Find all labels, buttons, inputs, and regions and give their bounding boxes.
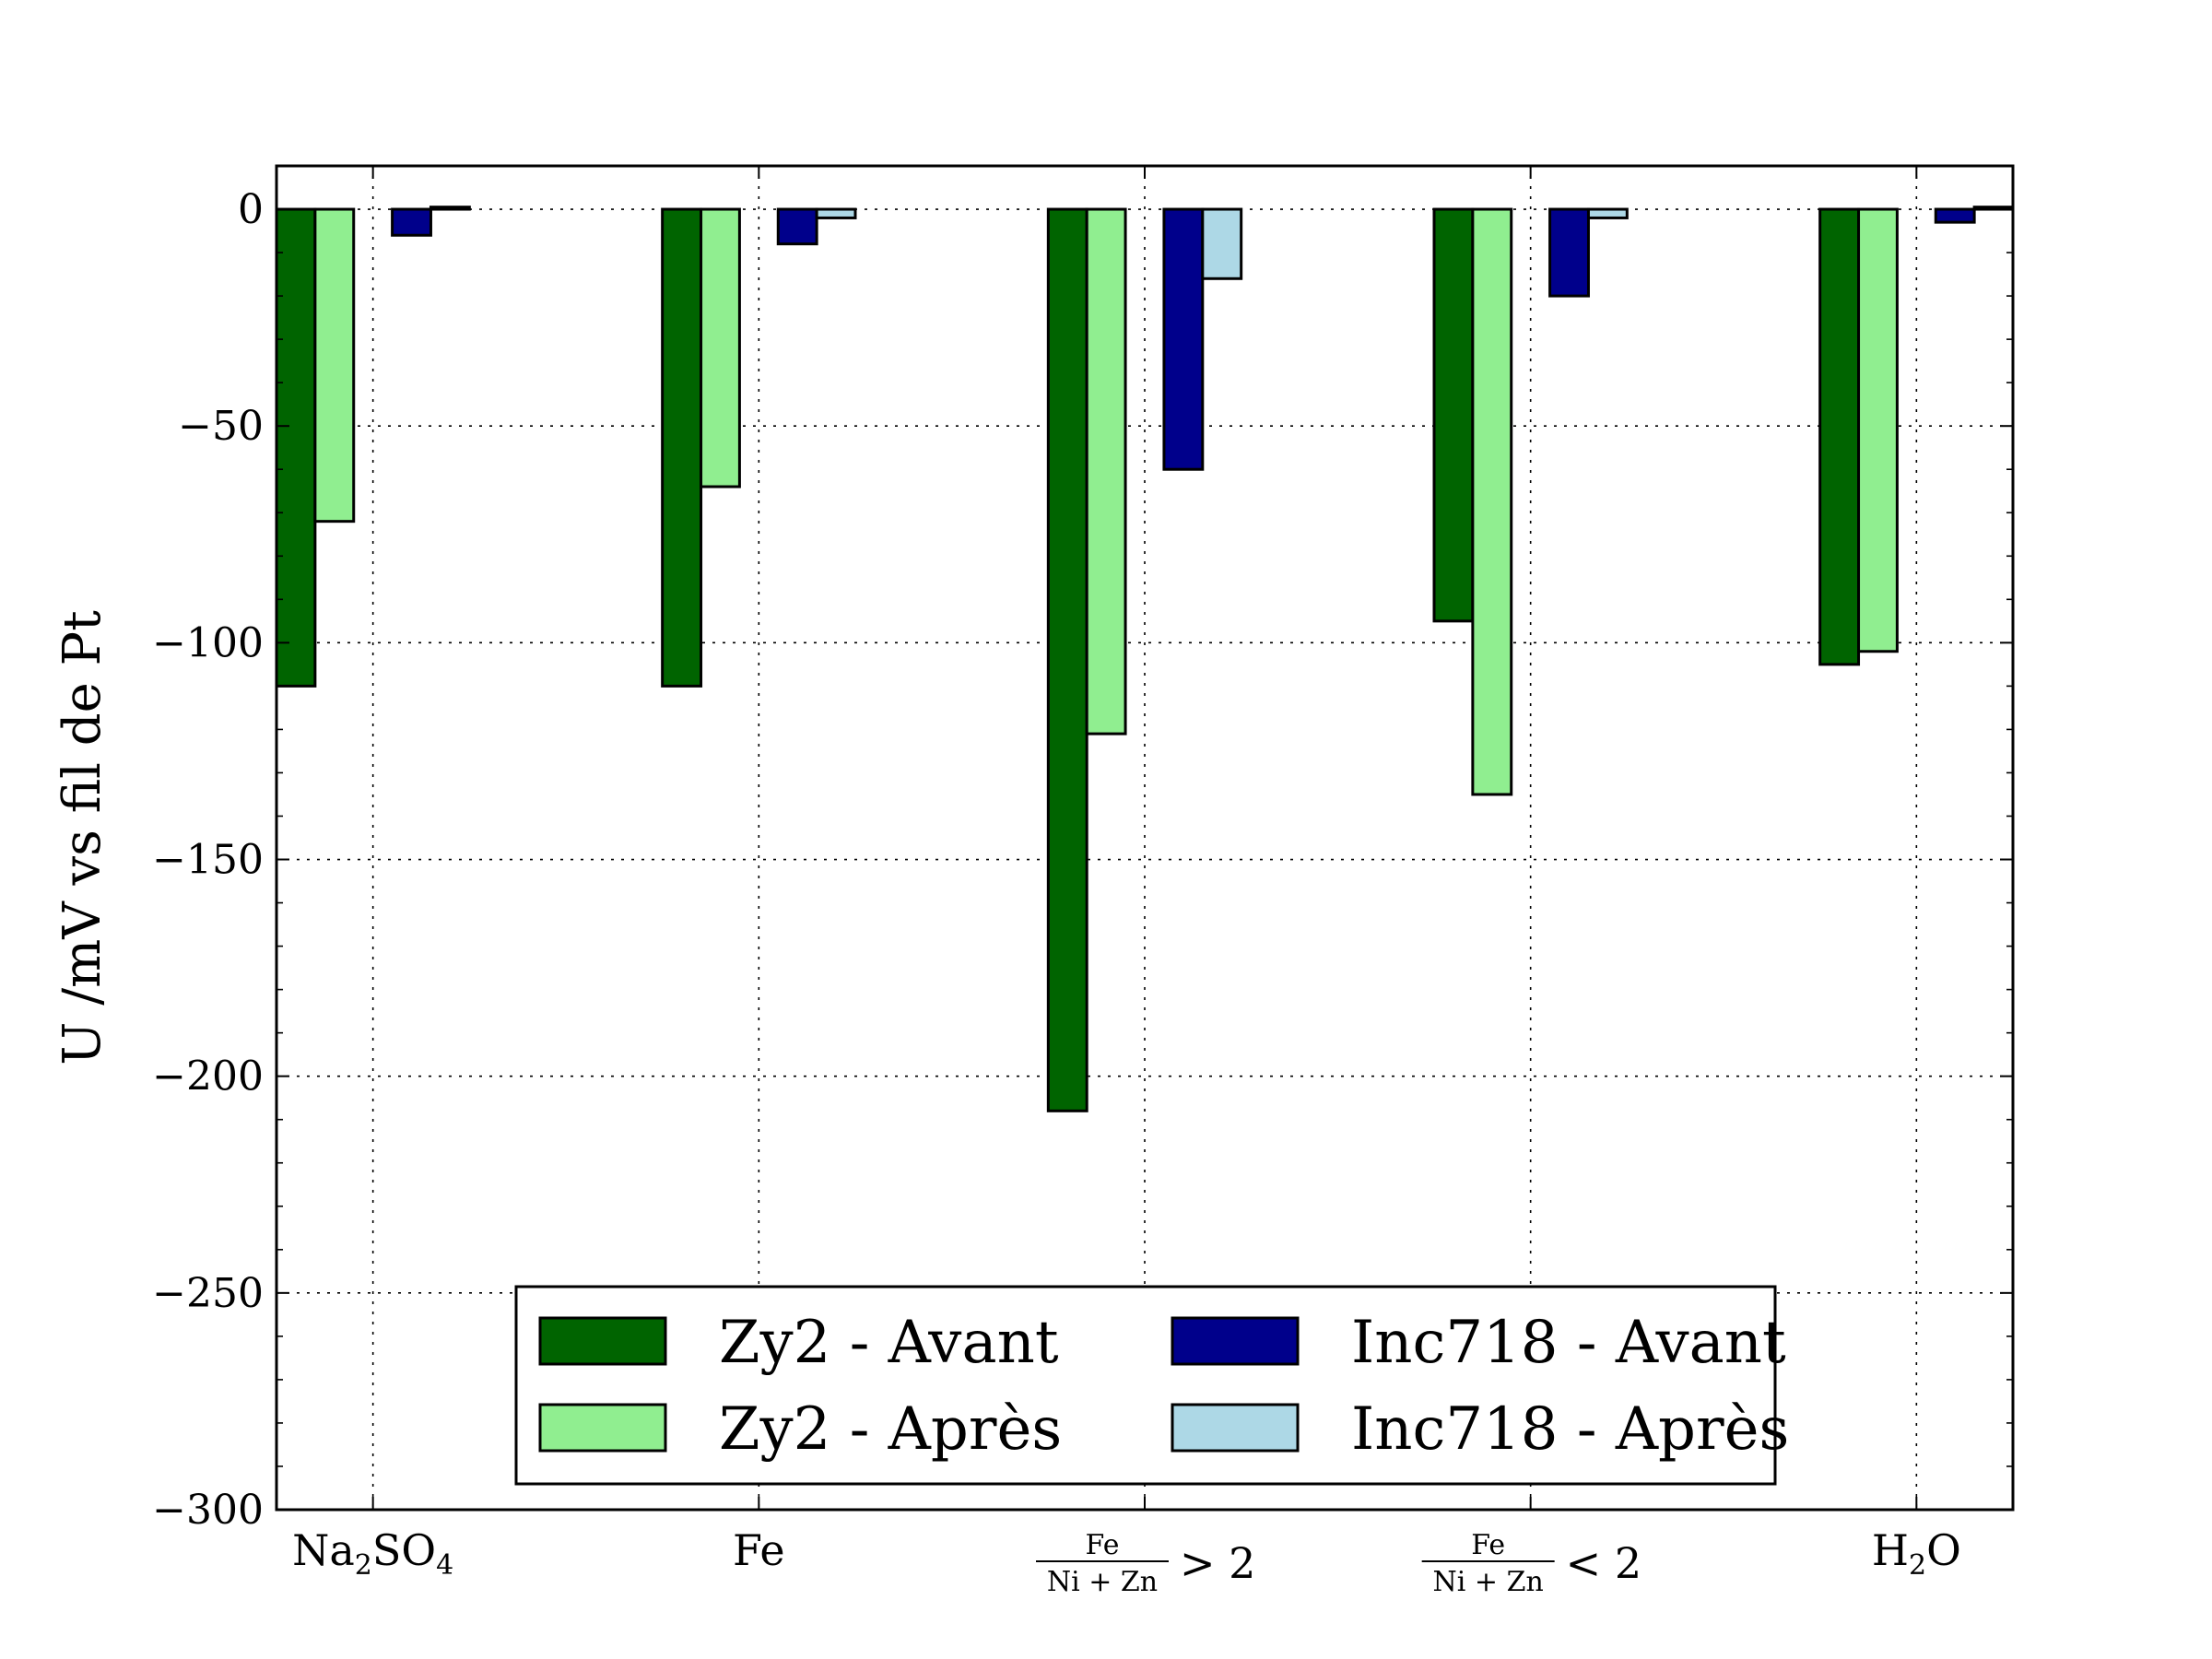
y-tick-label: −300 (152, 1487, 264, 1534)
bar (391, 207, 432, 237)
y-tick-label: −50 (178, 403, 264, 450)
y-tick-label: −100 (152, 619, 264, 666)
bar (1162, 207, 1205, 471)
y-tick-label: 0 (238, 186, 264, 233)
y-tick-label: −150 (152, 837, 264, 884)
bar (313, 207, 356, 524)
x-tick-label: Fe (733, 1525, 785, 1575)
legend-label: Zy2 - Après (719, 1395, 1062, 1464)
bar (275, 207, 317, 688)
legend-swatch (1171, 1403, 1300, 1453)
bar (1046, 207, 1088, 1112)
x-tick-label-fraction: Fe Ni + Zn > 2 (1036, 1529, 1255, 1598)
legend-box (514, 1285, 1777, 1486)
grid-lines (276, 166, 2013, 1511)
bar (1085, 207, 1127, 735)
x-tick-label-numerator: Fe (1086, 1529, 1120, 1561)
x-tick-labels: Na2SO4 Fe Fe Ni + Zn > 2 Fe Ni + Zn < 2 H2O (292, 1525, 1961, 1598)
bar (1471, 207, 1513, 796)
legend-label: Inc718 - Après (1351, 1395, 1789, 1464)
bar (700, 207, 741, 488)
legend-label: Inc718 - Avant (1351, 1309, 1786, 1377)
y-axis-title: U /mV vs fil de Pt (53, 610, 112, 1065)
x-tick-label: Na2SO4 (292, 1525, 453, 1582)
x-tick-label-relation: > 2 (1180, 1538, 1255, 1588)
bar (776, 207, 818, 246)
x-tick-label-numerator: Fe (1471, 1529, 1505, 1561)
axis-ticks (276, 166, 2013, 1511)
y-tick-label: −200 (152, 1053, 264, 1100)
legend-swatch (538, 1403, 667, 1453)
bars (275, 206, 2015, 1112)
x-tick-label-relation: < 2 (1566, 1538, 1641, 1588)
bar (1548, 207, 1590, 298)
y-tick-label: −250 (152, 1270, 264, 1317)
y-tick-labels: 0 −50 −100 −150 −200 −250 −300 (152, 186, 264, 1534)
x-tick-label-fraction: Fe Ni + Zn < 2 (1421, 1529, 1641, 1598)
bar (1934, 207, 1976, 224)
x-tick-label: H2O (1872, 1525, 1961, 1582)
bar (1857, 207, 1899, 653)
x-tick-label-denominator: Ni + Zn (1047, 1566, 1158, 1598)
legend-swatch (1171, 1316, 1300, 1366)
legend-swatch (538, 1316, 667, 1366)
bar (1818, 207, 1861, 666)
bar (429, 206, 471, 211)
x-tick-label-denominator: Ni + Zn (1433, 1566, 1544, 1598)
legend: Zy2 - Avant Zy2 - Après Inc718 - Avant Inc7… (514, 1285, 1789, 1486)
bar (1201, 207, 1243, 280)
bar (661, 207, 703, 688)
bar (1432, 207, 1475, 623)
bar (815, 207, 857, 219)
bar (1586, 207, 1629, 219)
legend-label: Zy2 - Avant (719, 1309, 1059, 1377)
